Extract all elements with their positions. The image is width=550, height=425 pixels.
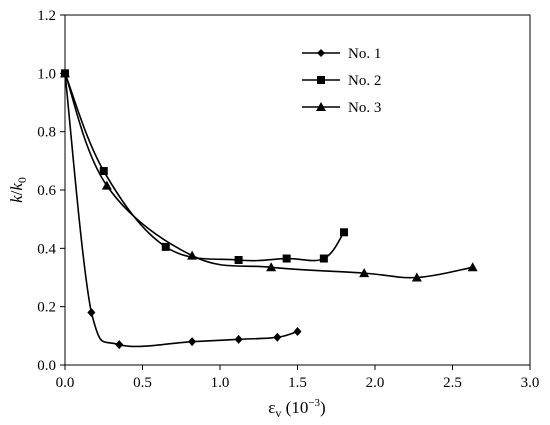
legend-label-3: No. 3 (348, 100, 381, 116)
x-axis-label: εv (10−3) (268, 397, 325, 420)
data-point-square (99, 167, 108, 176)
data-point-square (234, 256, 243, 264)
data-point-diamond (87, 308, 96, 317)
legend-label-1: No. 1 (348, 46, 381, 62)
data-point-diamond (293, 326, 302, 336)
legend-marker-square (317, 76, 325, 84)
data-point-triangle (266, 262, 277, 272)
data-point-triangle (60, 68, 70, 78)
data-point-square (282, 254, 291, 263)
legend-marker-diamond (317, 49, 325, 57)
data-point-triangle (467, 262, 478, 272)
y-axis-label-denominator: k (7, 183, 26, 191)
y-tick-label: 0.4 (37, 241, 56, 257)
legend-item-2: No. 2 (302, 73, 381, 89)
x-axis-label-exponent: −3 (308, 397, 320, 409)
y-axis-label-denominator-subscript: 0 (15, 177, 29, 183)
x-axis-ticks: 0.0 0.5 1.0 1.5 2.0 2.5 3.0 (56, 365, 540, 391)
x-tick-label: 2.0 (366, 375, 385, 391)
legend-label-2: No. 2 (348, 73, 381, 89)
x-tick-label: 1.0 (211, 375, 230, 391)
y-axis-ticks: 0.0 0.2 0.4 0.6 0.8 1.0 1.2 (37, 8, 65, 374)
y-tick-label: 0.2 (37, 300, 56, 316)
y-tick-label: 1.0 (37, 66, 56, 82)
x-tick-label: 0.5 (133, 375, 152, 391)
y-axis-label: k/k0 (7, 177, 29, 203)
data-point-triangle (187, 250, 198, 260)
y-tick-label: 0.0 (37, 358, 56, 374)
series-line-2 (64, 73, 345, 262)
y-axis-label-numerator: k (7, 195, 26, 203)
data-point-square (340, 228, 348, 237)
series-3 (60, 68, 478, 282)
y-axis-label-slash: / (7, 190, 26, 195)
plot-area-frame (64, 14, 531, 366)
legend-item-3: No. 3 (302, 100, 381, 116)
legend: No. 1 No. 2 No. 3 (302, 46, 381, 116)
x-axis-label-subscript: v (275, 406, 281, 420)
data-point-triangle (359, 268, 370, 278)
x-tick-label: 3.0 (521, 375, 540, 391)
series-layer (60, 68, 478, 350)
data-point-triangle (101, 180, 112, 190)
x-tick-label: 2.5 (443, 375, 462, 391)
data-point-triangle (411, 272, 422, 282)
x-tick-label: 1.5 (288, 375, 307, 391)
data-point-diamond (234, 334, 243, 344)
x-axis-label-unit: (10 (281, 398, 308, 417)
data-point-square (161, 242, 170, 251)
x-tick-label: 0.0 (56, 375, 75, 391)
data-point-diamond (273, 332, 282, 342)
series-line-3 (64, 73, 473, 279)
y-tick-label: 0.8 (37, 125, 56, 141)
data-point-square (319, 254, 328, 263)
legend-marker-triangle (316, 102, 326, 111)
y-tick-label: 1.2 (37, 8, 56, 24)
series-1 (61, 68, 302, 350)
data-point-diamond (188, 337, 197, 347)
series-line-1 (64, 73, 298, 348)
y-tick-label: 0.6 (37, 183, 56, 199)
x-axis-label-close: ) (320, 398, 326, 417)
legend-item-1: No. 1 (302, 46, 381, 62)
data-point-diamond (115, 340, 124, 350)
series-2 (61, 69, 348, 264)
x-axis-label-symbol: ε (268, 398, 275, 417)
